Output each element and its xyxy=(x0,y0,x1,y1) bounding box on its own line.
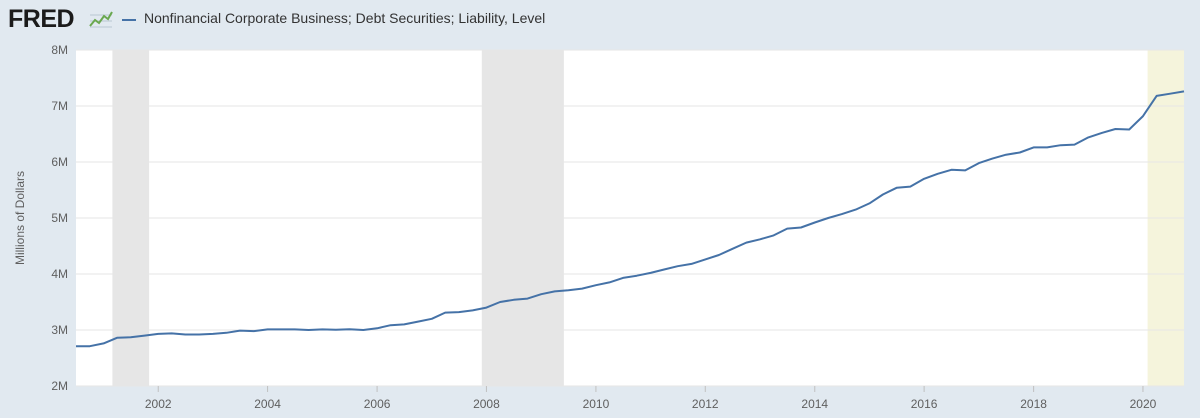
y-tick-7M: 7M xyxy=(51,99,68,113)
y-tick-8M: 8M xyxy=(51,43,68,57)
x-tick-2004: 2004 xyxy=(254,397,281,411)
x-tick-2016: 2016 xyxy=(911,397,938,411)
x-tick-2014: 2014 xyxy=(801,397,828,411)
y-tick-3M: 3M xyxy=(51,323,68,337)
y-tick-4M: 4M xyxy=(51,267,68,281)
series-layer xyxy=(76,90,1185,348)
x-tick-2018: 2018 xyxy=(1020,397,1047,411)
fred-logo[interactable]: FRED xyxy=(8,5,75,33)
fred-trend-graph-icon xyxy=(88,9,114,29)
x-tick-2006: 2006 xyxy=(364,397,391,411)
legend-series-label[interactable]: Nonfinancial Corporate Business; Debt Se… xyxy=(144,10,546,26)
y-tick-5M: 5M xyxy=(51,211,68,225)
x-tick-2010: 2010 xyxy=(583,397,610,411)
y-tick-2M: 2M xyxy=(51,379,68,393)
gridlines xyxy=(76,49,1184,387)
y-tick-6M: 6M xyxy=(51,155,68,169)
series-line-1[interactable] xyxy=(76,90,1185,348)
y-axis-label: Millions of Dollars xyxy=(13,171,27,265)
x-tick-labels: 2002 2004 2006 2008 2010 2012 2014 2016 2018 2020 xyxy=(145,386,1157,411)
x-tick-2012: 2012 xyxy=(692,397,719,411)
y-tick-labels: 2M 3M 4M 5M 6M 7M 8M xyxy=(51,43,68,393)
chart-header: FRED Nonfinancial Corporate Business; De… xyxy=(0,0,1200,40)
x-tick-2008: 2008 xyxy=(473,397,500,411)
x-tick-2002: 2002 xyxy=(145,397,172,411)
legend-series-swatch xyxy=(122,19,136,21)
x-tick-2020: 2020 xyxy=(1130,397,1157,411)
